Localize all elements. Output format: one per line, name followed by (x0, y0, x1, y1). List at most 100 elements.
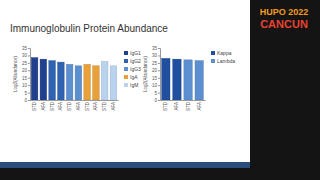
x-tick: STD (32, 100, 37, 111)
y-tick-label: 0 (24, 98, 27, 103)
x-tick-label: STD (32, 101, 37, 111)
y-tick: 20 (22, 68, 30, 73)
slide-footer-bar (0, 162, 250, 168)
canvas: Immunoglobulin Protein Abundance HUPO 202… (0, 0, 320, 180)
y-tick-label: 20 (22, 68, 28, 73)
y-tick-mark (158, 93, 160, 94)
x-tick: STD (163, 100, 168, 111)
y-tick-mark (158, 55, 160, 56)
y-tick-label: 25 (22, 61, 28, 66)
bars (31, 58, 116, 100)
slide-title: Immunoglobulin Protein Abundance (10, 23, 168, 34)
bar (75, 66, 82, 100)
x-tick-label: STD (185, 101, 190, 111)
y-tick: 35 (22, 46, 30, 51)
bar (49, 61, 56, 100)
y-tick-mark (28, 70, 30, 71)
y-tick-label: 0 (154, 98, 157, 103)
x-tick: STD (50, 100, 55, 111)
x-tick: AFA (111, 100, 116, 111)
bar (101, 61, 108, 100)
y-tick: 25 (152, 61, 160, 66)
legend-label: IgG1 (130, 50, 141, 56)
y-tick: 35 (152, 46, 160, 51)
y-tick: 30 (22, 53, 30, 58)
y-tick: 15 (22, 76, 30, 81)
bar (162, 58, 170, 100)
y-tick-label: 25 (152, 61, 158, 66)
legend-swatch (124, 75, 128, 79)
x-axis: STDAFASTDAFASTDAFASTDAFASTDAFA (31, 100, 119, 111)
y-tick-label: 35 (22, 46, 28, 51)
y-tick-mark (158, 48, 160, 49)
y-tick: 10 (152, 83, 160, 88)
chart: 05101520253035STDAFASTDAFASTDAFASTDAFAST… (13, 46, 141, 111)
x-tick: AFA (76, 100, 81, 111)
y-tick-label: 15 (152, 76, 158, 81)
x-tick-label: STD (85, 101, 90, 111)
bar (184, 60, 192, 100)
x-tick: STD (67, 100, 72, 111)
y-tick-label: 5 (154, 91, 157, 96)
x-axis: STD AFA STD AFA (161, 100, 206, 111)
y-tick: 0 (24, 98, 30, 103)
slide (0, 0, 250, 168)
legend-swatch (211, 51, 215, 55)
y-tick-mark (158, 63, 160, 64)
x-tick: STD (185, 100, 190, 111)
logo-text: HUPO 2022 (260, 7, 309, 17)
y-tick-label: 5 (24, 91, 27, 96)
x-tick-label: AFA (174, 102, 179, 111)
y-tick: 5 (24, 91, 30, 96)
x-tick-label: STD (102, 101, 107, 111)
room (0, 0, 320, 180)
legend-swatch (124, 51, 128, 55)
y-tick: 20 (152, 68, 160, 73)
y-axis-title: Log2(Abundance) (13, 56, 18, 92)
x-tick: STD (85, 100, 90, 111)
bar (66, 64, 73, 100)
y-tick: 30 (152, 53, 160, 58)
chart: 0 5 10 15 20 25 30 35 STD AFA STD AFA Log2(Abundance… (143, 46, 235, 111)
x-tick: STD (102, 100, 107, 111)
legend: Kappa Lambda (211, 50, 235, 64)
legend-label: Kappa (217, 50, 232, 56)
y-tick-mark (28, 78, 30, 79)
x-tick-label: AFA (76, 102, 81, 111)
legend-label: IgG3 (130, 66, 141, 72)
x-tick-label: STD (50, 101, 55, 111)
y-tick-mark (158, 100, 160, 101)
bars (162, 58, 204, 100)
y-tick: 10 (22, 83, 30, 88)
legend: IgG1IgG2IgG3IgAIgM (124, 50, 141, 88)
legend-swatch (124, 59, 128, 63)
x-tick-label: AFA (41, 102, 46, 111)
bar (93, 66, 100, 100)
x-tick: AFA (58, 100, 63, 111)
bar (84, 64, 91, 100)
y-tick-mark (28, 85, 30, 86)
x-tick-label: AFA (93, 102, 98, 111)
y-tick-label: 35 (152, 46, 158, 51)
bar (195, 61, 203, 100)
x-tick: AFA (93, 100, 98, 111)
y-tick-mark (158, 85, 160, 86)
legend-label: Lambda (217, 58, 235, 64)
bar (40, 59, 47, 100)
y-tick: 15 (152, 76, 160, 81)
y-axis-title: Log2(Abundance) (143, 56, 148, 92)
y-tick-label: 10 (152, 83, 158, 88)
y-axis-line (28, 49, 31, 101)
x-tick: AFA (174, 100, 179, 111)
x-tick-label: AFA (197, 102, 202, 111)
y-tick-mark (158, 78, 160, 79)
y-tick-mark (28, 55, 30, 56)
x-tick-label: AFA (111, 102, 116, 111)
y-axis-line (158, 49, 161, 101)
y-tick-label: 30 (22, 53, 28, 58)
x-tick-label: AFA (58, 102, 63, 111)
legend-swatch (211, 59, 215, 63)
y-tick-label: 20 (152, 68, 158, 73)
bar (173, 59, 181, 100)
y-tick-label: 15 (22, 76, 28, 81)
